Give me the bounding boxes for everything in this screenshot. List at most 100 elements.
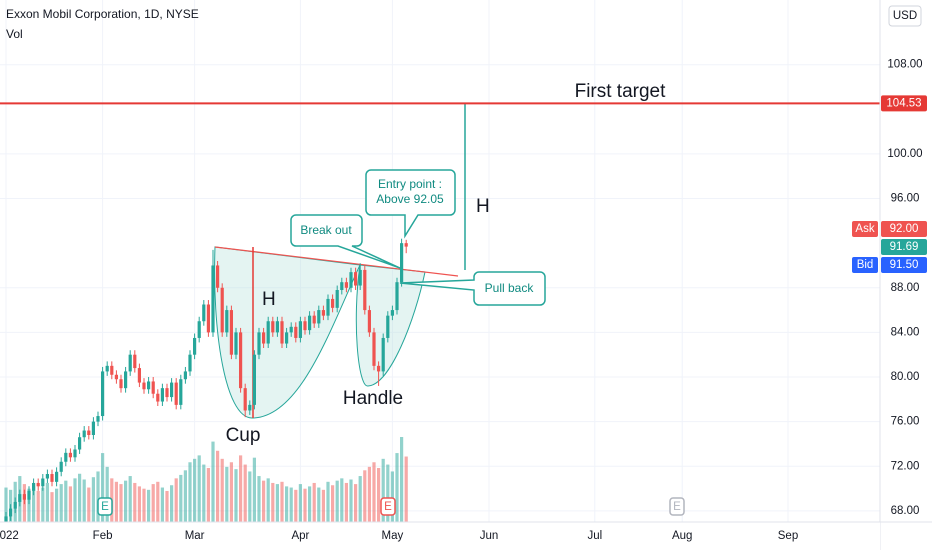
entry-callout: Entry point : Above 92.05 bbox=[365, 169, 456, 239]
currency-box[interactable] bbox=[888, 5, 922, 27]
callout-box bbox=[399, 271, 546, 306]
breakout-callout: Break out bbox=[290, 214, 401, 269]
candle-body bbox=[174, 382, 178, 405]
candle-body bbox=[179, 379, 183, 405]
x-tick-label: Jul bbox=[587, 530, 602, 542]
candle-body bbox=[170, 382, 174, 398]
candle-body bbox=[381, 337, 385, 372]
candle-body bbox=[266, 321, 270, 344]
volume-bar bbox=[331, 485, 335, 522]
ask-name: Ask bbox=[855, 223, 874, 235]
candle-body bbox=[390, 310, 394, 316]
candle-body bbox=[372, 332, 376, 366]
bid-name: Bid bbox=[857, 259, 874, 271]
candle-body bbox=[248, 404, 252, 411]
bid-price-box bbox=[881, 257, 927, 273]
volume-bar bbox=[390, 471, 394, 522]
volume-bar bbox=[4, 487, 8, 522]
volume-bar bbox=[156, 481, 160, 522]
volume-bar bbox=[377, 468, 381, 522]
ask-price-box bbox=[881, 221, 927, 237]
volume-bar bbox=[321, 489, 325, 522]
earnings-marker bbox=[669, 497, 685, 516]
candle-body bbox=[22, 494, 26, 500]
volume-bar bbox=[266, 478, 270, 522]
volume-bar bbox=[344, 482, 348, 522]
candle-body bbox=[124, 371, 128, 389]
volume-bar bbox=[363, 470, 367, 522]
y-tick-label: 76.00 bbox=[891, 416, 920, 428]
candle-body bbox=[404, 243, 408, 247]
candle-body bbox=[377, 365, 381, 372]
candle-body bbox=[280, 321, 284, 344]
ask-price: 92.00 bbox=[890, 223, 919, 235]
volume-bar bbox=[312, 482, 316, 522]
currency-label[interactable]: USD bbox=[893, 10, 917, 22]
callout-box bbox=[290, 214, 401, 269]
x-tick-label: Feb bbox=[93, 530, 113, 542]
x-tick-label: Sep bbox=[778, 530, 798, 542]
candle-body bbox=[312, 315, 316, 324]
volume-bar bbox=[280, 481, 284, 522]
volume-bar bbox=[271, 482, 275, 522]
volume-bar bbox=[91, 477, 95, 522]
volume-bar bbox=[87, 487, 91, 522]
candle-body bbox=[294, 326, 298, 338]
candle-body bbox=[105, 365, 109, 372]
volume-bar bbox=[119, 484, 123, 522]
volume-bar bbox=[96, 471, 100, 522]
volume-bar bbox=[225, 466, 229, 522]
callout-text: Break out bbox=[300, 223, 352, 237]
candle-body bbox=[321, 310, 325, 316]
candle-body bbox=[119, 379, 123, 389]
candle-body bbox=[55, 471, 59, 482]
candle-body bbox=[87, 430, 91, 435]
candle-body bbox=[206, 304, 210, 333]
volume-bar bbox=[229, 462, 233, 522]
volume-bar bbox=[372, 462, 376, 522]
volume-bar bbox=[257, 476, 261, 522]
candle-body bbox=[285, 332, 289, 344]
candle-body bbox=[197, 321, 201, 338]
volume-bar bbox=[101, 453, 105, 522]
candle-body bbox=[68, 452, 72, 458]
volume-bar bbox=[326, 481, 330, 522]
time-axis bbox=[0, 522, 880, 550]
candle-body bbox=[133, 354, 137, 369]
candle-body bbox=[400, 243, 404, 283]
volume-bar bbox=[179, 474, 183, 522]
candle-body bbox=[340, 282, 344, 290]
y-tick-label: 84.00 bbox=[891, 326, 920, 338]
volume-bar bbox=[165, 490, 169, 522]
bid-name-box bbox=[852, 257, 878, 273]
candle-body bbox=[331, 298, 335, 308]
symbol-title: Exxon Mobil Corporation, 1D, NYSE bbox=[6, 7, 199, 21]
volume-bar bbox=[358, 476, 362, 522]
y-tick-label: 80.00 bbox=[891, 371, 920, 383]
candle-body bbox=[367, 310, 371, 333]
volume-bar bbox=[289, 487, 293, 522]
volume-bar bbox=[294, 489, 298, 522]
candle-body bbox=[271, 321, 275, 333]
x-tick-label: Mar bbox=[185, 530, 205, 542]
volume-bar bbox=[197, 455, 201, 522]
target-price: 104.53 bbox=[886, 97, 921, 109]
volume-bar bbox=[32, 486, 36, 522]
volume-bar bbox=[36, 490, 40, 522]
volume-bar bbox=[252, 457, 256, 522]
candle-body bbox=[252, 354, 256, 405]
candle-body bbox=[298, 321, 302, 338]
pullback-callout: Pull back bbox=[399, 271, 546, 306]
volume-bar bbox=[404, 456, 408, 522]
candle-body bbox=[36, 482, 40, 487]
volume-bar bbox=[55, 488, 59, 522]
candle-body bbox=[137, 368, 141, 383]
volume-bar bbox=[317, 487, 321, 522]
earnings-label: E bbox=[101, 501, 109, 513]
candle-body bbox=[303, 321, 307, 331]
volume-bar bbox=[335, 480, 339, 522]
volume-bar bbox=[216, 450, 220, 522]
candle-body bbox=[308, 315, 312, 331]
volume-bar bbox=[349, 479, 353, 522]
